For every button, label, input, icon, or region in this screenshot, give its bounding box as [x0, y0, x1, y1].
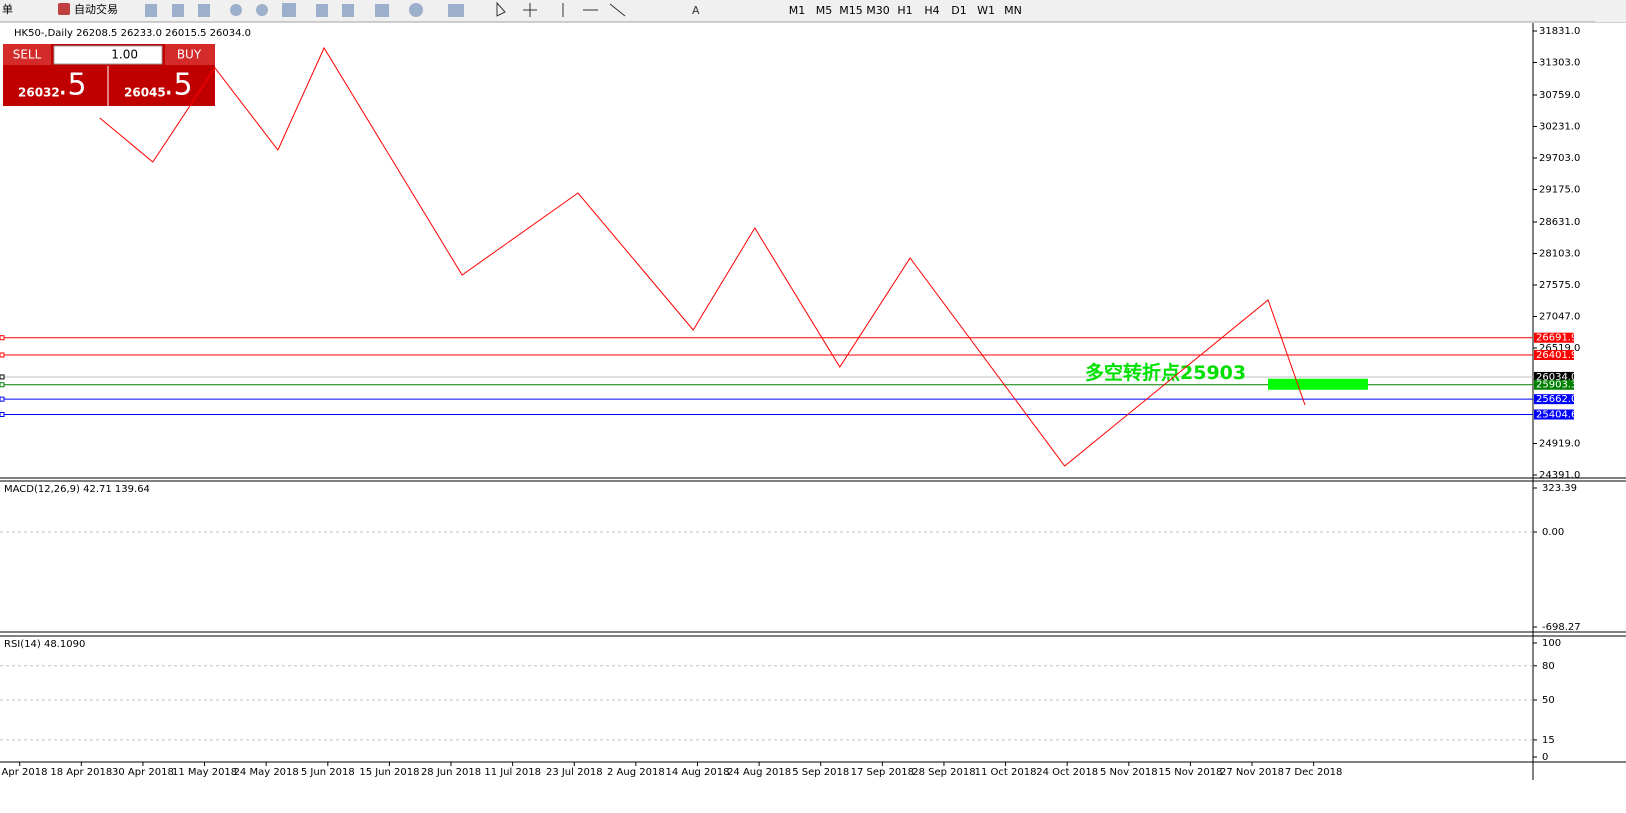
- timeframe-button[interactable]: W1: [977, 4, 995, 17]
- lot-input[interactable]: 1.00: [111, 48, 138, 62]
- y-tick-label: 80: [1542, 661, 1555, 672]
- annotation: 多空转折点25903: [1085, 361, 1246, 384]
- y-tick-label: 27575.0: [1539, 280, 1580, 291]
- x-tick-label: 17 Sep 2018: [851, 767, 914, 778]
- macd-label: MACD(12,26,9) 42.71 139.64: [4, 484, 150, 495]
- x-tick-label: 24 Oct 2018: [1036, 767, 1098, 778]
- y-tick-label: 29175.0: [1539, 185, 1580, 196]
- level-label: 26034.0: [1536, 372, 1577, 383]
- sell-price[interactable]: 26032: [18, 86, 60, 100]
- x-tick-label: 14 Aug 2018: [665, 767, 729, 778]
- chart-header: HK50-,Daily 26208.5 26233.0 26015.5 2603…: [14, 28, 251, 39]
- x-tick-label: 11 Jul 2018: [484, 767, 541, 778]
- level-handle: [0, 396, 5, 402]
- y-tick-label: 30759.0: [1539, 90, 1580, 101]
- y-tick-label: -698.27: [1542, 622, 1581, 633]
- level-tag: [1534, 409, 1574, 420]
- timeframe-button[interactable]: M1: [789, 4, 806, 17]
- y-tick-label: 323.39: [1542, 483, 1577, 494]
- y-tick-label: 15: [1542, 735, 1555, 746]
- level-label: 25662.0: [1536, 394, 1577, 405]
- svg-text:A: A: [692, 4, 700, 17]
- zigzag-line: [99, 46, 1306, 467]
- y-tick-label: 31303.0: [1539, 58, 1580, 69]
- x-tick-label: 11 Oct 2018: [975, 767, 1037, 778]
- level-handle: [0, 382, 5, 388]
- x-tick-label: 24 Aug 2018: [727, 767, 791, 778]
- sell-price-fraction[interactable]: .5: [58, 68, 87, 103]
- y-tick-label: 24391.0: [1539, 470, 1580, 481]
- x-tick-label: 11 May 2018: [172, 767, 237, 778]
- timeframe-button[interactable]: M30: [866, 4, 890, 17]
- toolbar-item[interactable]: 自动交易: [74, 2, 118, 16]
- buy-price[interactable]: 26045: [124, 86, 166, 100]
- sell-button[interactable]: SELL: [13, 48, 42, 62]
- x-tick-label: 5 Jun 2018: [301, 767, 355, 778]
- x-tick-label: 30 Apr 2018: [112, 767, 174, 778]
- x-tick-label: 2 Aug 2018: [607, 767, 665, 778]
- x-tick-label: 27 Nov 2018: [1220, 767, 1284, 778]
- level-tag: [1534, 394, 1574, 405]
- level-label: 26401.9: [1536, 350, 1577, 361]
- level-label: 25903.3: [1536, 380, 1577, 391]
- level-handle: [0, 352, 5, 358]
- x-tick-label: 18 Apr 2018: [50, 767, 112, 778]
- timeframe-button[interactable]: M15: [839, 4, 863, 17]
- timeframe-button[interactable]: H1: [897, 4, 912, 17]
- x-tick-label: 24 May 2018: [234, 767, 299, 778]
- level-label: 25404.6: [1536, 410, 1577, 421]
- x-tick-label: 15 Nov 2018: [1158, 767, 1222, 778]
- y-tick-label: 50: [1542, 695, 1555, 706]
- y-tick-label: 28103.0: [1539, 248, 1580, 259]
- y-tick-label: 27047.0: [1539, 311, 1580, 322]
- turning-zone: [1268, 378, 1368, 390]
- x-tick-label: 28 Jun 2018: [421, 767, 481, 778]
- trade-panel: SELL 1.00 BUY 26032 .5 26045 .5: [3, 44, 215, 106]
- price-pane: [0, 23, 1533, 478]
- level-tag: [1534, 349, 1574, 360]
- x-tick-label: 23 Jul 2018: [546, 767, 603, 778]
- level-handle: [0, 374, 5, 380]
- y-tick-label: 100: [1542, 638, 1561, 649]
- level-handle: [0, 412, 5, 418]
- timeframe-button[interactable]: MN: [1004, 4, 1022, 17]
- y-tick-label: 31831.0: [1539, 26, 1580, 37]
- y-tick-label: 0: [1542, 752, 1548, 763]
- level-tag: [1534, 379, 1574, 390]
- x-tick-label: 28 Sep 2018: [912, 767, 975, 778]
- rsi-label: RSI(14) 48.1090: [4, 639, 85, 650]
- timeframe-button[interactable]: M5: [816, 4, 833, 17]
- level-handle: [0, 335, 5, 341]
- y-tick-label: 26519.0: [1539, 343, 1580, 354]
- timeframe-button[interactable]: D1: [951, 4, 966, 17]
- x-tick-label: 5 Nov 2018: [1100, 767, 1158, 778]
- buy-price-fraction[interactable]: .5: [164, 68, 193, 103]
- level-label: 26691.9: [1536, 333, 1577, 344]
- x-tick-label: 15 Jun 2018: [359, 767, 419, 778]
- x-tick-label: 6 Apr 2018: [0, 767, 47, 778]
- y-tick-label: 30231.0: [1539, 121, 1580, 132]
- toolbar: [0, 0, 1626, 22]
- x-tick-label: 7 Dec 2018: [1285, 767, 1343, 778]
- level-tag: [1534, 371, 1574, 382]
- buy-button[interactable]: BUY: [177, 48, 202, 62]
- x-tick-label: 5 Sep 2018: [792, 767, 849, 778]
- y-tick-label: 28631.0: [1539, 217, 1580, 228]
- timeframe-button[interactable]: H4: [924, 4, 939, 17]
- y-tick-label: 0.00: [1542, 527, 1564, 538]
- level-tag: [1534, 332, 1574, 343]
- y-tick-label: 24919.0: [1539, 438, 1580, 449]
- toolbar-item[interactable]: 单: [2, 3, 13, 16]
- y-tick-label: 29703.0: [1539, 153, 1580, 164]
